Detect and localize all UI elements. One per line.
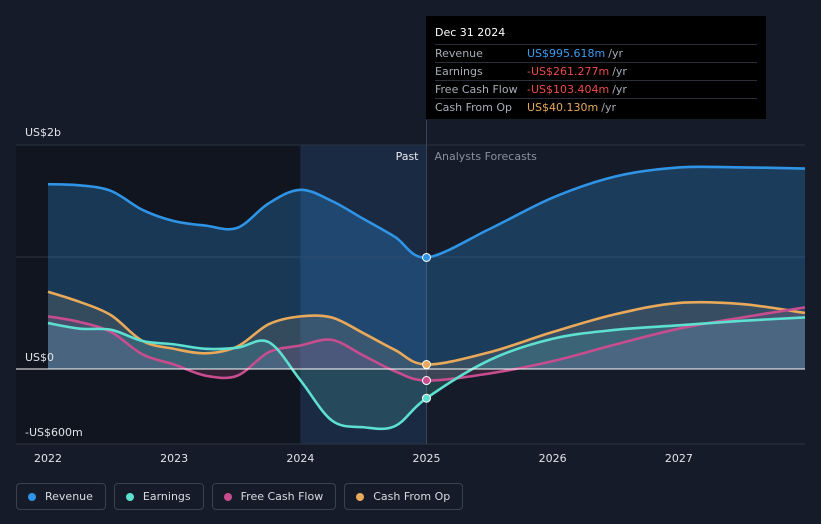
marker-free-cash-flow <box>422 376 431 386</box>
legend-item-free-cash-flow[interactable]: Free Cash Flow <box>211 483 337 510</box>
past-label: Past <box>396 150 420 163</box>
line-free-cash-flow <box>47 306 806 382</box>
legend-label: Earnings <box>142 490 191 503</box>
marker-cash-from-op <box>422 360 431 370</box>
legend-label: Revenue <box>45 490 93 503</box>
y-tick-label: -US$600m <box>25 426 83 439</box>
area-free-cash-flow <box>48 307 805 381</box>
marker-earnings <box>422 393 431 403</box>
tooltip-value: US$995.618m <box>527 47 606 60</box>
tooltip-row-free-cash-flow: Free Cash Flow -US$103.404m /yr <box>435 80 757 98</box>
hover-tooltip: Dec 31 2024 Revenue US$995.618m /yr Earn… <box>426 16 766 119</box>
area-cash-from-op <box>48 291 805 369</box>
x-tick-label: 2022 <box>34 452 62 465</box>
x-tick-label: 2026 <box>539 452 567 465</box>
tooltip-label: Free Cash Flow <box>435 83 518 96</box>
forecast-label: Analysts Forecasts <box>435 150 538 163</box>
tooltip-row-cash-from-op: Cash From Op US$40.130m /yr <box>435 98 757 116</box>
legend-item-revenue[interactable]: Revenue <box>16 483 106 510</box>
legend-item-earnings[interactable]: Earnings <box>113 483 204 510</box>
tooltip-value: US$40.130m <box>527 101 599 114</box>
chart-legend: Revenue Earnings Free Cash Flow Cash Fro… <box>16 483 464 510</box>
tooltip-unit: /yr <box>601 101 616 114</box>
area-revenue <box>48 166 805 369</box>
tooltip-unit: /yr <box>608 47 623 60</box>
tooltip-value: -US$103.404m <box>527 83 610 96</box>
y-tick-label: US$0 <box>25 351 54 364</box>
tooltip-date: Dec 31 2024 <box>435 26 506 39</box>
x-tick-label: 2027 <box>665 452 693 465</box>
legend-label: Cash From Op <box>373 490 451 503</box>
line-revenue <box>47 165 806 259</box>
marker-revenue <box>422 252 431 262</box>
legend-dot-icon <box>125 492 134 501</box>
x-tick-label: 2023 <box>160 452 188 465</box>
legend-dot-icon <box>28 492 36 501</box>
legend-label: Free Cash Flow <box>240 490 324 503</box>
legend-dot-icon <box>223 492 232 501</box>
tooltip-row-revenue: Revenue US$995.618m /yr <box>435 44 757 62</box>
tooltip-unit: /yr <box>612 83 627 96</box>
tooltip-label: Earnings <box>435 65 483 78</box>
line-earnings <box>47 316 806 431</box>
x-tick-label: 2025 <box>413 452 441 465</box>
legend-dot-icon <box>356 492 365 501</box>
tooltip-label: Revenue <box>435 47 483 60</box>
tooltip-label: Cash From Op <box>435 101 513 114</box>
legend-item-cash-from-op[interactable]: Cash From Op <box>344 483 464 510</box>
tooltip-unit: /yr <box>612 65 627 78</box>
tooltip-row-earnings: Earnings -US$261.277m /yr <box>435 62 757 80</box>
tooltip-value: -US$261.277m <box>527 65 610 78</box>
x-tick-label: 2024 <box>286 452 314 465</box>
y-tick-label: US$2b <box>25 126 61 139</box>
